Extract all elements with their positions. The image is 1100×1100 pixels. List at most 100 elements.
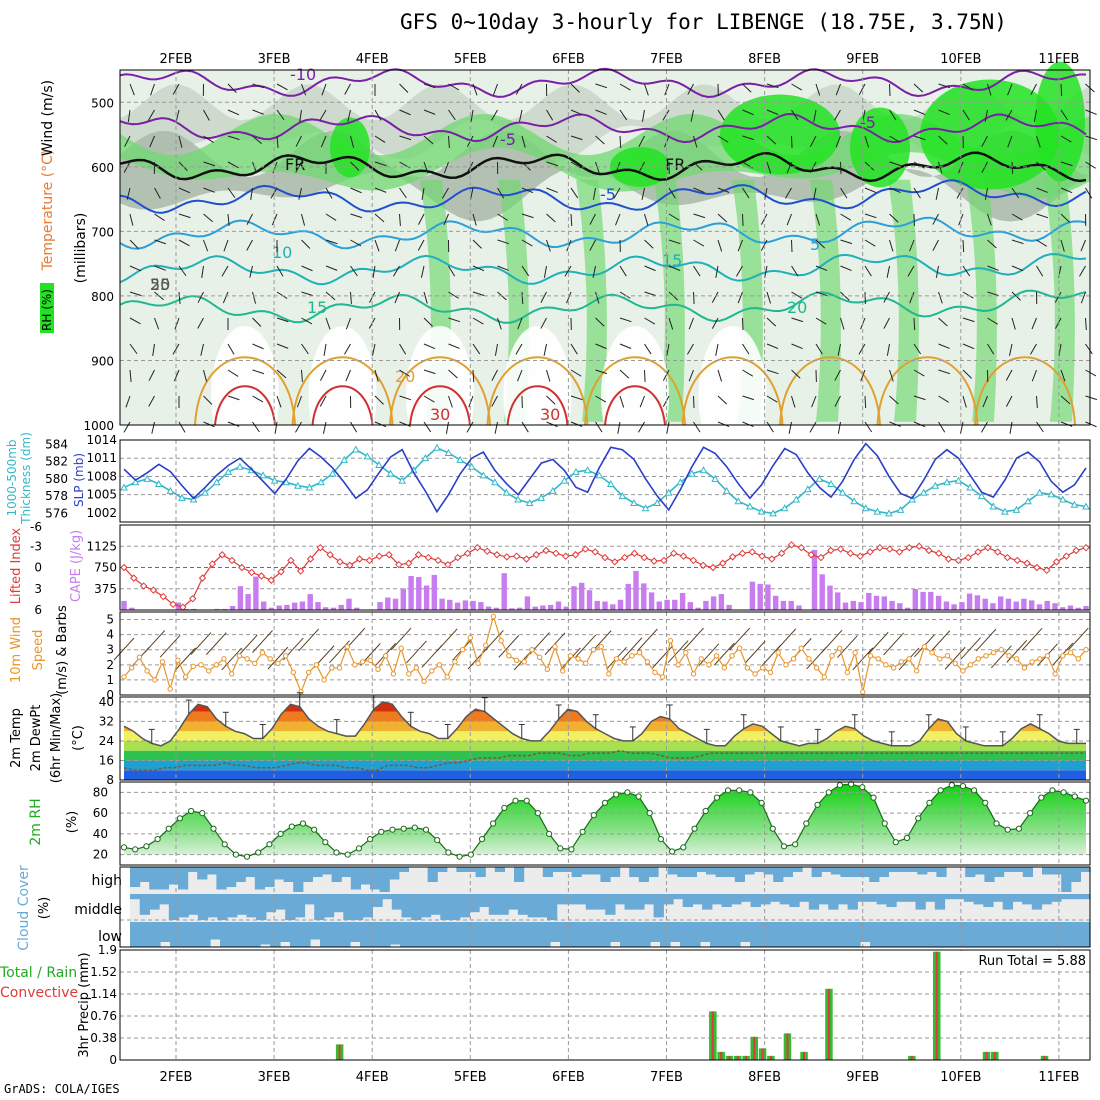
- cape-bar: [315, 602, 321, 610]
- wind-barb: [693, 239, 705, 247]
- upper-air-ylabel: RH (%)Temperature (°C)Wind (m/s)(milliba…: [40, 80, 89, 333]
- lifted-index-marker: [395, 560, 403, 569]
- wind-barb: [271, 213, 278, 226]
- wind-speed-marker: [167, 686, 173, 692]
- cloud-middle-cell: [197, 894, 209, 920]
- wind-barb: [544, 632, 566, 656]
- thickness-marker: [340, 455, 349, 463]
- wind-speed-marker: [229, 671, 235, 677]
- wind-barb: [472, 239, 482, 249]
- cape-bar: [408, 576, 414, 610]
- wind-barb: [399, 187, 407, 199]
- wind-barb: [252, 421, 260, 433]
- thickness-marker: [815, 474, 824, 482]
- wind-barb: [592, 265, 596, 278]
- cloud-low-cell: [740, 922, 751, 942]
- thickness-marker: [919, 488, 928, 496]
- lifted-index-marker: [296, 567, 305, 575]
- wind-barb: [546, 161, 559, 167]
- cloud-middle-cell: [382, 894, 393, 900]
- cloud-middle-cell: [314, 894, 325, 920]
- wind-barb: [222, 291, 229, 304]
- lifted-index-marker: [473, 543, 482, 552]
- rh-marker: [232, 851, 239, 858]
- wind-barb: [436, 628, 458, 652]
- wind-barb: [197, 291, 204, 303]
- thickness-marker: [294, 481, 302, 489]
- cloud-high-cell: [1051, 867, 1062, 875]
- lifted-index-marker: [562, 552, 570, 560]
- wind-barb: [717, 369, 723, 382]
- cloud-low-cell: [380, 922, 391, 947]
- cloud-high-cell: [283, 867, 294, 882]
- cloud-middle-cell: [576, 894, 587, 905]
- cloud-middle-cell: [566, 894, 577, 905]
- wind-barb: [298, 187, 302, 200]
- slp-tick-label: 1008: [86, 469, 117, 483]
- wind-speed-marker: [552, 644, 558, 650]
- cloud-low-cell: [220, 922, 231, 947]
- cloud-low-cell: [210, 922, 221, 940]
- cape-bar: [237, 586, 244, 610]
- cloud-low-cell: [710, 922, 721, 947]
- wind-barb: [744, 640, 766, 664]
- cloud-high-cell: [571, 867, 582, 877]
- wind-barb: [889, 187, 901, 194]
- cape-bar: [129, 607, 135, 610]
- cloud-middle-cell: [779, 894, 790, 905]
- x-tick-label-bottom: 8FEB: [748, 1070, 781, 1085]
- cape-bar: [323, 607, 329, 610]
- thickness-marker: [977, 492, 986, 500]
- cloud-middle-cell: [663, 894, 674, 905]
- thickness-marker: [699, 466, 708, 474]
- wind-speed-marker: [459, 647, 466, 653]
- wind-barb: [987, 83, 992, 96]
- cape-bar: [602, 601, 608, 610]
- wind-speed-marker: [590, 647, 597, 653]
- cloud-middle-cell: [130, 894, 141, 900]
- rh-marker: [892, 839, 899, 846]
- wind-barb: [1067, 627, 1089, 651]
- wind-barb: [223, 239, 229, 252]
- wind-barb: [252, 395, 264, 403]
- lifted-tick-label: -6: [30, 520, 42, 534]
- cloud-low-cell: [370, 922, 381, 947]
- wind-barb: [345, 317, 351, 330]
- wind-barb: [443, 161, 449, 174]
- wind-barb: [742, 317, 744, 331]
- cloud-middle-cell: [750, 894, 761, 907]
- wind-barb: [737, 239, 743, 252]
- rh-marker: [176, 815, 183, 822]
- cloud-low-cell: [570, 922, 581, 947]
- wind-barb: [652, 645, 674, 669]
- wind-barb: [127, 109, 131, 122]
- rh-marker: [657, 836, 665, 843]
- cloud-low-cell: [390, 922, 401, 945]
- wind-barb: [742, 395, 755, 401]
- cloud-low-cell: [590, 922, 601, 947]
- cloud-high-cell: [206, 867, 217, 875]
- cloud-low-cell: [990, 922, 1001, 947]
- wind-speed-marker: [1060, 653, 1066, 659]
- wind-barb: [521, 213, 534, 219]
- cape-bar: [485, 606, 492, 610]
- rh-marker: [1082, 797, 1090, 804]
- lifted-index-marker: [120, 563, 128, 572]
- cape-bar: [679, 593, 686, 610]
- wind-barb: [644, 83, 649, 96]
- wind-barb: [570, 395, 583, 401]
- temperature-contour: [119, 112, 1087, 144]
- rh-label: RH (%): [40, 289, 54, 331]
- x-tick-label-top: 8FEB: [748, 52, 781, 67]
- cloud-high-cell: [130, 867, 141, 887]
- wind-barb: [1054, 291, 1062, 303]
- rh-marker: [568, 846, 575, 853]
- wind-barb: [889, 213, 899, 223]
- cloud-low-cell: [620, 922, 631, 947]
- wind-speed-marker: [667, 638, 674, 644]
- wind-speed-marker: [236, 653, 243, 659]
- rh-marker: [120, 844, 128, 851]
- cloud-middle-cell: [837, 894, 849, 905]
- cloud-middle-cell: [702, 894, 713, 910]
